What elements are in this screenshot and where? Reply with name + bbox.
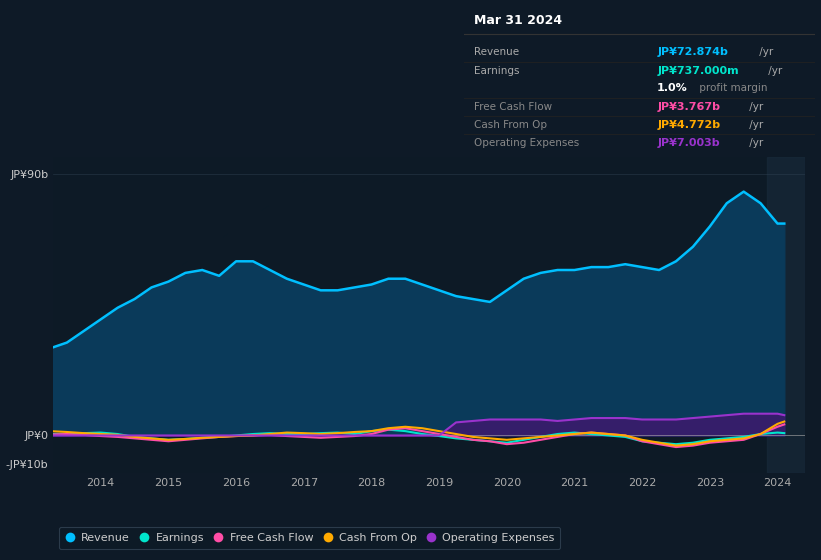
Text: JP¥4.772b: JP¥4.772b bbox=[657, 120, 720, 130]
Text: /yr: /yr bbox=[745, 138, 763, 148]
Text: /yr: /yr bbox=[745, 120, 763, 130]
Text: JP¥7.003b: JP¥7.003b bbox=[657, 138, 720, 148]
Text: profit margin: profit margin bbox=[696, 83, 768, 93]
Text: /yr: /yr bbox=[745, 102, 763, 113]
Text: Earnings: Earnings bbox=[475, 67, 520, 77]
Text: JP¥72.874b: JP¥72.874b bbox=[657, 47, 728, 57]
Text: Revenue: Revenue bbox=[475, 47, 520, 57]
Text: Cash From Op: Cash From Op bbox=[475, 120, 548, 130]
Text: JP¥3.767b: JP¥3.767b bbox=[657, 102, 720, 113]
Text: /yr: /yr bbox=[755, 47, 773, 57]
Text: 1.0%: 1.0% bbox=[657, 83, 688, 93]
Bar bbox=[768, 157, 805, 473]
Text: Operating Expenses: Operating Expenses bbox=[475, 138, 580, 148]
Text: Free Cash Flow: Free Cash Flow bbox=[475, 102, 553, 113]
Legend: Revenue, Earnings, Free Cash Flow, Cash From Op, Operating Expenses: Revenue, Earnings, Free Cash Flow, Cash … bbox=[59, 527, 560, 549]
Text: JP¥737.000m: JP¥737.000m bbox=[657, 67, 739, 77]
Text: Mar 31 2024: Mar 31 2024 bbox=[475, 15, 562, 27]
Text: /yr: /yr bbox=[765, 67, 782, 77]
